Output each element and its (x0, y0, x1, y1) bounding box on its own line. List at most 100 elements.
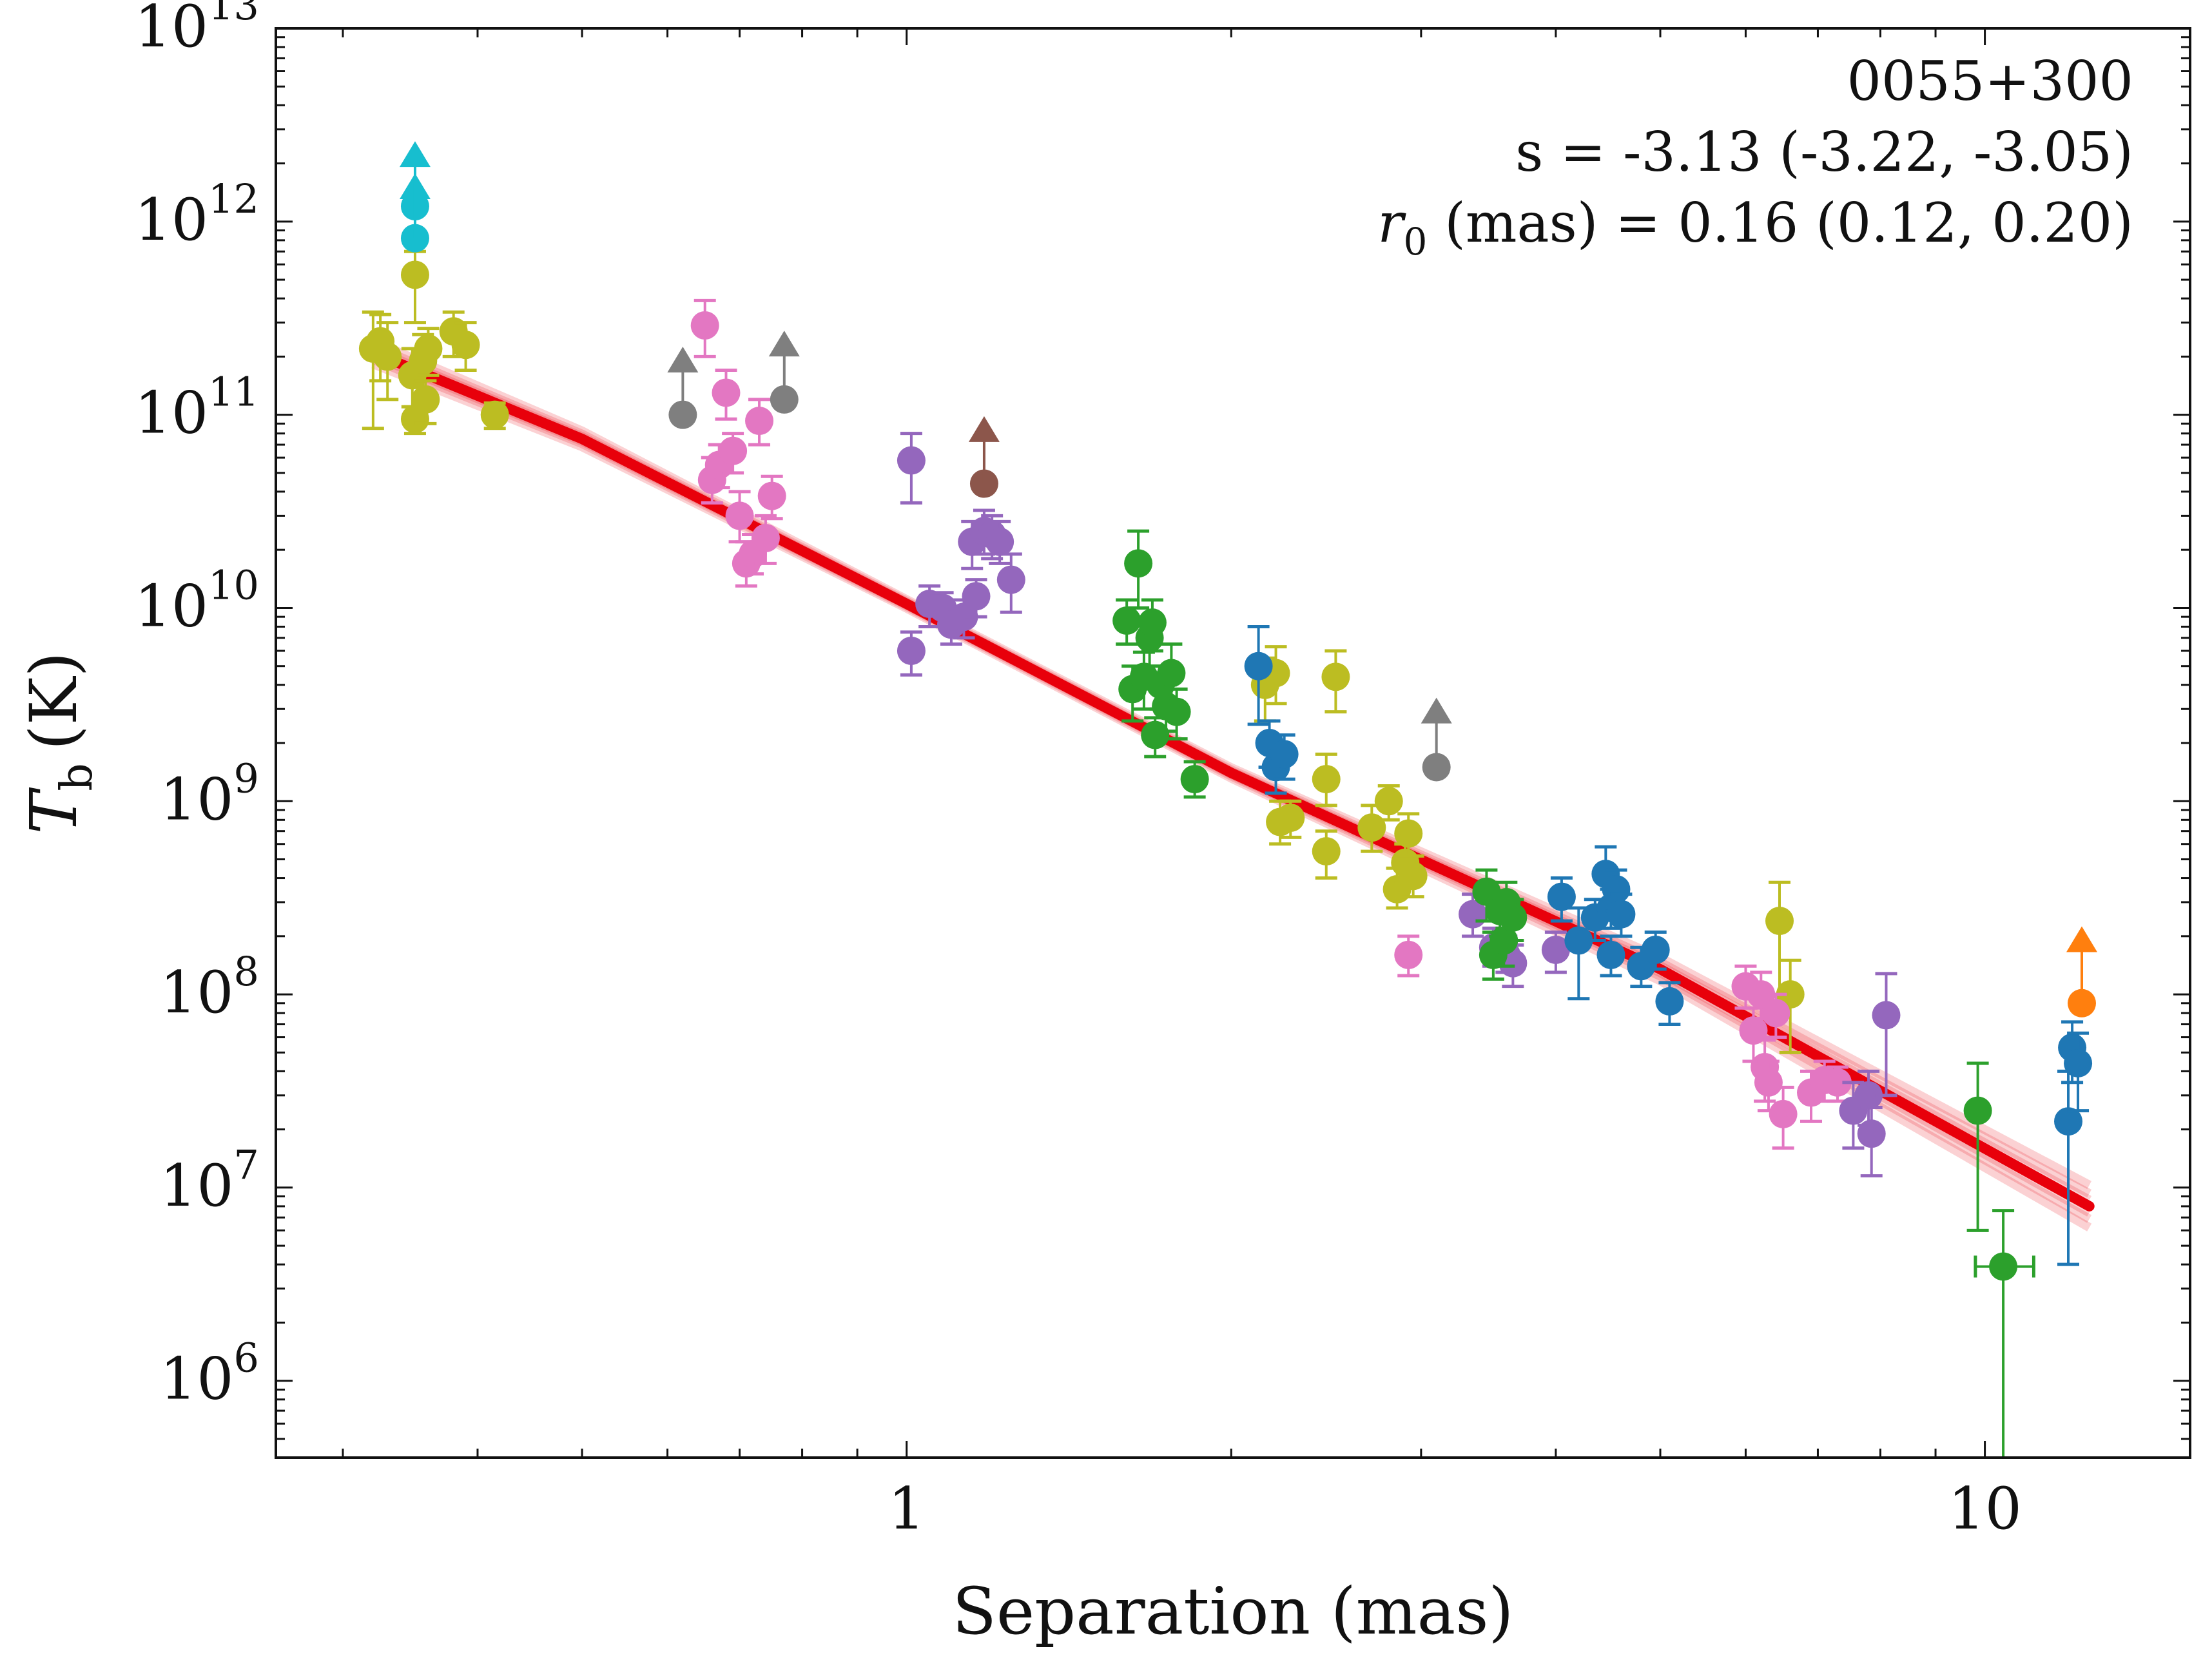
data-point (996, 565, 1025, 594)
y-tick-label: 106 (160, 1335, 259, 1413)
data-point (949, 603, 978, 632)
y-tick-label: 1011 (135, 369, 259, 447)
data-point (1607, 900, 1636, 929)
series-2 (690, 298, 1852, 1150)
data-point (1602, 874, 1631, 903)
data-point (1765, 907, 1794, 936)
data-point (451, 331, 480, 360)
data-point (1141, 720, 1170, 749)
series-7 (1244, 624, 2093, 1266)
data-point (2064, 1048, 2093, 1077)
data-point (985, 527, 1014, 556)
data-point (897, 636, 926, 665)
data-point (1499, 903, 1528, 932)
data-point (1963, 1096, 1992, 1125)
data-point (751, 523, 780, 552)
series-3 (667, 331, 1452, 782)
annotation-slope: s = -3.13 (-3.22, -3.05) (1515, 121, 2133, 184)
axis-ticks (276, 27, 2190, 1459)
data-point (1124, 549, 1153, 578)
lower-limit-arrow (2066, 926, 2097, 952)
data-point (1547, 882, 1576, 911)
series-8 (2066, 926, 2097, 1018)
data-point (1564, 926, 1593, 955)
y-axis-title: Tb (K) (16, 652, 102, 834)
data-point (480, 400, 509, 429)
data-point (690, 311, 719, 340)
lower-limit-arrow (399, 141, 431, 168)
data-point (414, 334, 443, 363)
lower-limit-arrow (667, 347, 699, 373)
data-point (1138, 608, 1167, 637)
data-point (1357, 813, 1386, 842)
fit-annotation: 0055+300 s = -3.13 (-3.22, -3.05) r0 (ma… (1377, 50, 2133, 264)
data-point (897, 446, 926, 475)
data-point (1857, 1119, 1886, 1148)
y-axis-subscript: b (52, 763, 102, 791)
lower-limit-arrow (768, 331, 800, 357)
y-tick-label: 1013 (135, 0, 259, 61)
fit-band-line (371, 360, 2092, 1231)
y-tick-label: 108 (160, 948, 259, 1027)
data-point (1854, 1081, 1883, 1110)
x-tick-label: 1 (888, 1475, 925, 1543)
annotation-r0: r0 (mas) = 0.16 (0.12, 0.20) (1377, 191, 2133, 264)
data-point (411, 385, 440, 414)
y-tick-label: 1012 (135, 175, 259, 254)
data-point (1394, 819, 1423, 848)
data-points (358, 141, 2097, 1458)
data-point (1754, 1068, 1783, 1097)
svg-text:Tb(K): Tb (K) (16, 652, 102, 834)
data-point (1399, 862, 1428, 891)
y-axis-unit: (K) (16, 652, 92, 751)
data-point (1112, 606, 1141, 635)
series-1 (399, 141, 431, 253)
data-point (1541, 935, 1570, 964)
data-point (1276, 804, 1305, 833)
data-point (1312, 765, 1341, 794)
data-point (719, 436, 748, 465)
fit-line (367, 347, 2095, 1211)
tick-labels: 1 10 106 107 108 109 1010 1011 1012 1013 (135, 0, 2022, 1543)
data-point (745, 407, 774, 436)
lower-limit-arrow (1421, 697, 1452, 724)
y-tick-label: 109 (160, 755, 259, 833)
fit-band (367, 336, 2095, 1231)
data-point (1270, 740, 1299, 769)
data-point (2054, 1107, 2083, 1136)
data-point (962, 582, 991, 611)
data-point (1655, 987, 1684, 1016)
data-point (1157, 659, 1186, 688)
series-6 (1112, 529, 2035, 1458)
lower-limit-arrow (968, 416, 1000, 442)
y-tick-label: 1010 (135, 561, 259, 640)
data-point (400, 260, 429, 289)
series-4 (968, 416, 1000, 498)
data-point (1641, 935, 1670, 964)
y-axis-symbol: T (16, 787, 92, 834)
data-point (1823, 1068, 1852, 1097)
data-point (1312, 837, 1341, 866)
data-point (1374, 787, 1403, 816)
data-point (373, 342, 402, 371)
data-point (1321, 662, 1350, 691)
x-tick-label: 10 (1948, 1475, 2022, 1543)
x-axis-title: Separation (mas) (952, 1574, 1513, 1649)
data-point (1761, 999, 1790, 1028)
data-point (1394, 940, 1423, 969)
series-5 (897, 432, 1901, 1178)
data-point (1244, 651, 1273, 680)
data-point (725, 501, 754, 530)
data-point (1769, 1099, 1798, 1128)
data-point (757, 481, 786, 510)
data-point (1739, 1016, 1768, 1045)
annotation-source: 0055+300 (1847, 50, 2134, 113)
data-point (1872, 1001, 1901, 1030)
data-point (1596, 940, 1625, 969)
data-point (1162, 697, 1191, 726)
y-tick-label: 107 (160, 1141, 259, 1220)
data-point (1180, 765, 1209, 794)
data-point (712, 378, 741, 407)
data-point (1989, 1252, 2018, 1281)
